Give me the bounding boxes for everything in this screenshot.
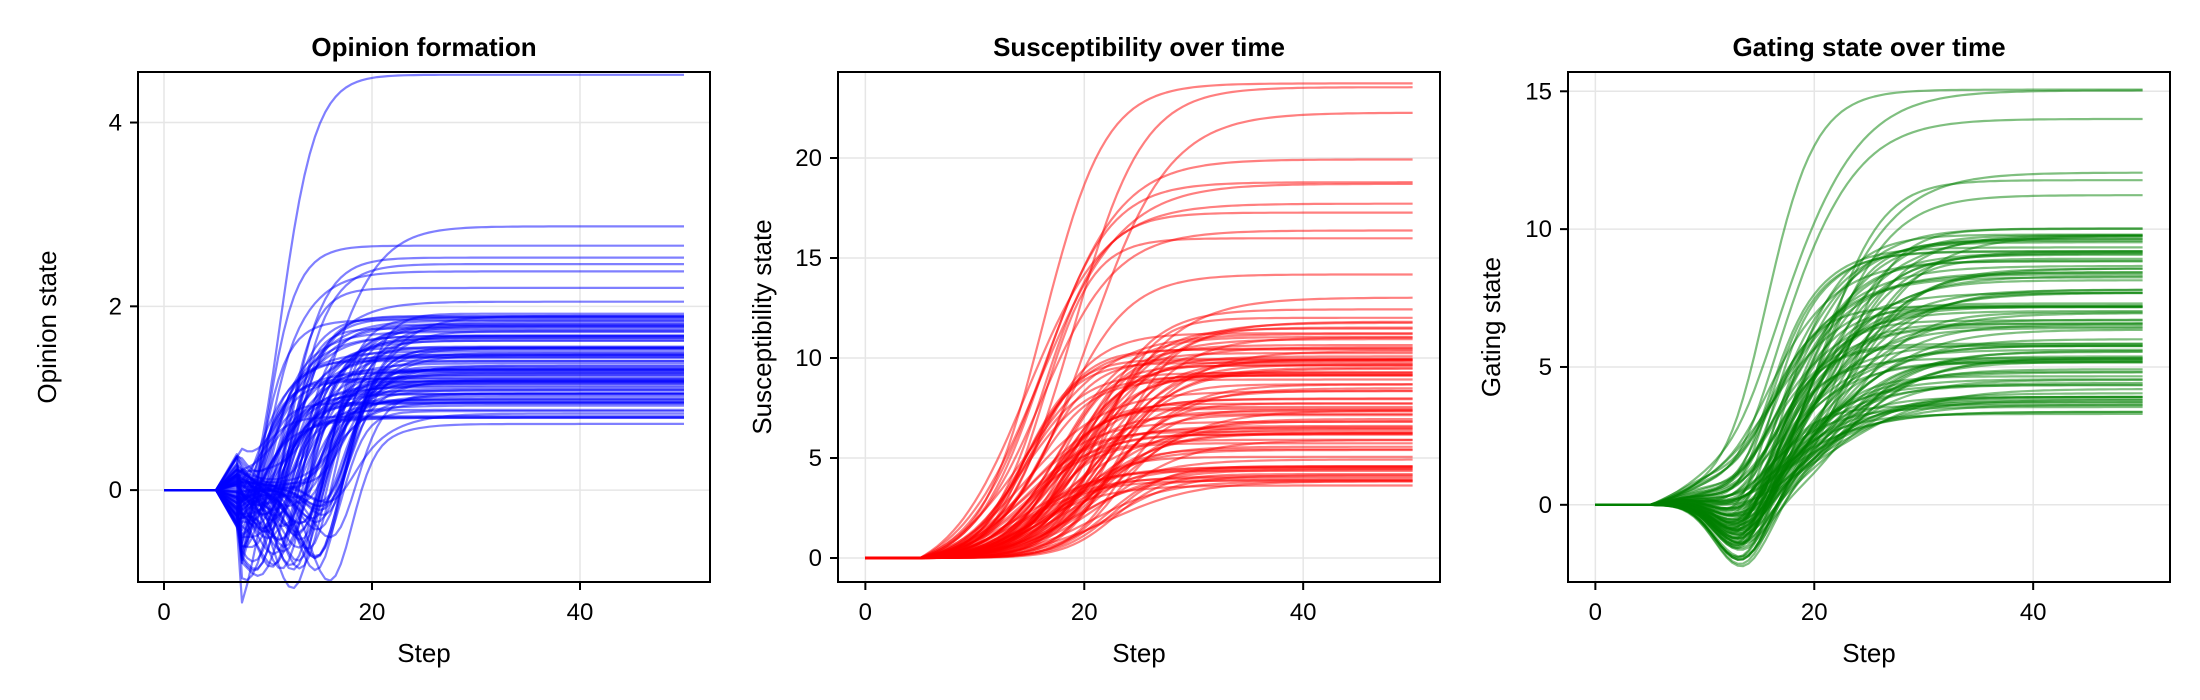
x-axis-label: Step xyxy=(1112,638,1166,668)
x-tick-label: 40 xyxy=(1290,599,1317,626)
series-line xyxy=(164,382,684,499)
series-line xyxy=(865,361,1413,560)
series-line xyxy=(1595,359,2143,545)
y-tick-label: 5 xyxy=(809,445,822,472)
series-line xyxy=(164,408,684,526)
panel-susceptibility: Susceptibility over time 0 20 40 0 5 10 15 20 S… xyxy=(747,32,1441,668)
y-axis-label: Susceptibility state xyxy=(747,219,777,434)
series-line xyxy=(865,424,1413,560)
series-line xyxy=(865,182,1413,560)
x-tick-label: 40 xyxy=(567,599,594,626)
y-tick-label: 2 xyxy=(109,293,122,320)
series-line xyxy=(164,401,684,534)
x-axis-label: Step xyxy=(1842,638,1896,668)
series-line xyxy=(1595,358,2143,544)
x-tick-label: 20 xyxy=(359,599,386,626)
panel-title: Susceptibility over time xyxy=(993,32,1285,62)
y-tick-label: 15 xyxy=(1525,78,1552,105)
panel-title: Gating state over time xyxy=(1732,32,2005,62)
y-tick-label: 10 xyxy=(1525,216,1552,243)
series-line xyxy=(1595,412,2143,532)
series-line xyxy=(1595,312,2143,537)
series-line xyxy=(164,73,684,523)
series-line xyxy=(865,477,1413,560)
plot-frame xyxy=(1567,71,2171,583)
y-tick-label: 20 xyxy=(795,145,822,172)
x-tick-label: 20 xyxy=(1801,599,1828,626)
ticks: 0 20 40 0 5 10 15 xyxy=(1525,78,2046,626)
x-tick-label: 0 xyxy=(157,599,170,626)
series-line xyxy=(1595,273,2143,506)
series-line xyxy=(1595,371,2143,506)
panel-title: Opinion formation xyxy=(311,32,536,62)
series-group xyxy=(164,73,684,604)
y-tick-label: 0 xyxy=(809,545,822,572)
series-line xyxy=(1595,370,2143,558)
plot-frame xyxy=(837,71,1441,583)
series-line xyxy=(164,373,684,527)
series-line xyxy=(1595,260,2143,545)
x-tick-label: 20 xyxy=(1071,599,1098,626)
ticks: 0 20 40 0 5 10 15 20 xyxy=(795,145,1316,626)
y-axis-label: Opinion state xyxy=(32,250,62,403)
series-line xyxy=(1595,89,2143,506)
series-line xyxy=(164,329,684,507)
panel-opinion: Opinion formation 0 20 40 0 2 4 Step Opinion … xyxy=(32,32,711,668)
ticks: 0 20 40 0 2 4 xyxy=(109,110,594,626)
x-tick-label: 40 xyxy=(2020,599,2047,626)
series-line xyxy=(865,321,1413,560)
y-axis-label: Gating state xyxy=(1476,257,1506,397)
x-tick-label: 0 xyxy=(859,599,872,626)
y-tick-label: 10 xyxy=(795,345,822,372)
series-line xyxy=(865,465,1413,560)
series-line xyxy=(164,339,684,492)
series-line xyxy=(164,286,684,549)
series-line xyxy=(164,384,684,516)
y-tick-label: 0 xyxy=(1539,492,1552,519)
series-line xyxy=(164,347,684,563)
series-line xyxy=(164,327,684,570)
plot-frame xyxy=(137,71,711,583)
series-group xyxy=(865,82,1413,560)
y-tick-label: 5 xyxy=(1539,354,1552,381)
series-line xyxy=(1595,355,2143,561)
x-tick-label: 0 xyxy=(1589,599,1602,626)
series-line xyxy=(865,229,1413,560)
series-line xyxy=(164,377,684,565)
series-line xyxy=(865,366,1413,560)
y-tick-label: 0 xyxy=(109,477,122,504)
series-line xyxy=(164,314,684,516)
series-line xyxy=(164,368,684,507)
series-line xyxy=(1595,264,2143,506)
series-line xyxy=(1595,318,2143,547)
x-axis-label: Step xyxy=(397,638,451,668)
series-line xyxy=(1595,275,2143,506)
series-line xyxy=(164,398,684,522)
series-group xyxy=(1595,88,2143,568)
y-tick-label: 4 xyxy=(109,110,122,137)
series-line xyxy=(164,360,684,536)
y-tick-label: 15 xyxy=(795,245,822,272)
series-line xyxy=(164,316,684,539)
